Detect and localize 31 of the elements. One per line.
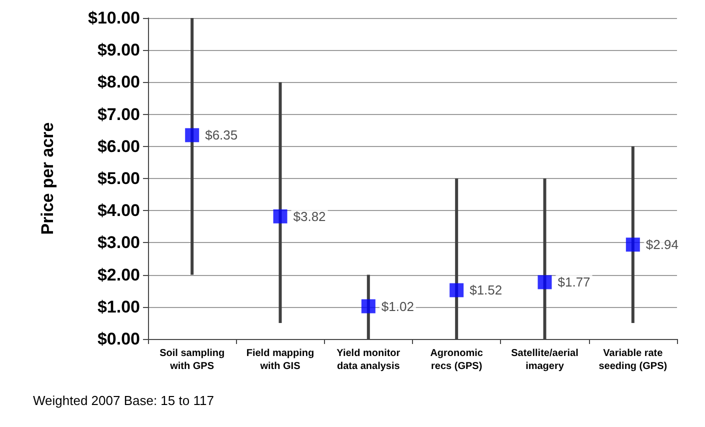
point (185, 128, 200, 142)
x-tick-label: Soil sampling with GPS (160, 348, 225, 372)
point (450, 283, 464, 298)
y-tick-label: $2.00 (97, 265, 140, 284)
text: Weighted 2007 Base: 15 to 117 (33, 393, 214, 408)
y-tick-label: $9.00 (97, 40, 140, 60)
y-tick-label: $6.00 (97, 136, 140, 156)
x-tick-label: Agronomic recs (GPS) (430, 348, 484, 372)
data-label: $6.35 (205, 128, 238, 143)
data-label: $1.52 (470, 282, 502, 298)
y-tick-label: $7.00 (97, 104, 140, 124)
data-label: $1.77 (558, 274, 590, 290)
y-tick-label: $10.00 (88, 8, 140, 28)
x-tick-label: Yield monitor data analysis (336, 348, 400, 372)
y-tick-label: $3.00 (97, 233, 140, 252)
x-tick-label: Variable rate seeding (GPS) (598, 348, 668, 372)
y-tick-label: $8.00 (97, 72, 140, 92)
x-tick-label: Field mapping with GIS (246, 348, 314, 372)
data-label: $2.94 (646, 237, 678, 252)
y-tick-label: $5.00 (97, 169, 140, 188)
data-label: $3.82 (293, 208, 326, 224)
point (626, 238, 640, 252)
y-tick-label: $0.00 (97, 330, 140, 348)
point (538, 275, 552, 290)
data-label: $1.02 (381, 298, 414, 314)
y-tick-label: $4.00 (97, 201, 140, 220)
y-tick-label: $1.00 (97, 297, 140, 316)
point (273, 209, 288, 224)
y-axis-title: Price per acre (38, 122, 57, 235)
x-tick-label: Satellite/aerial imagery (511, 348, 579, 372)
point (361, 299, 376, 314)
